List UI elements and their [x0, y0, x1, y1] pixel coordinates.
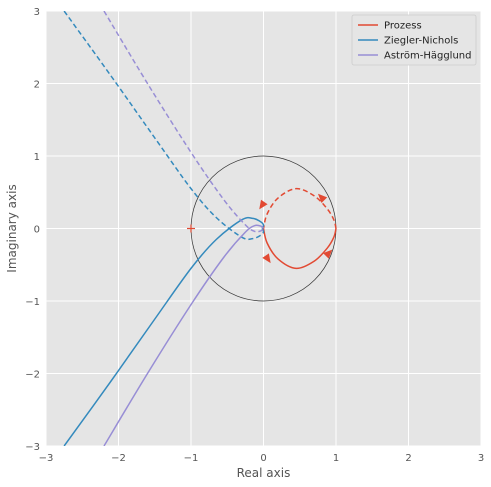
direction-arrow	[259, 199, 268, 210]
y-axis-label: Imaginary axis	[5, 184, 19, 272]
x-tick-label: 3	[478, 453, 484, 464]
legend-label: Aström-Hägglund	[384, 51, 471, 62]
series-layer	[63, 11, 337, 446]
y-tick-label: 0	[34, 225, 40, 236]
y-tick-label: 2	[34, 80, 40, 91]
y-tick-label: −1	[25, 297, 40, 308]
direction-arrow	[323, 249, 333, 259]
series-line-0	[262, 228, 337, 270]
direction-arrow	[262, 253, 271, 264]
series-line-4	[103, 224, 265, 446]
y-tick-label: 1	[34, 152, 40, 163]
y-tick-label: −3	[25, 442, 40, 453]
critical-point-marker	[187, 224, 195, 233]
legend: Prozess Ziegler-Nichols Aström-Hägglund	[351, 14, 477, 66]
tick-labels: −3 −2 −1 0 1 2 3 −3 −2 −1 0 1 2 3	[25, 7, 484, 464]
legend-label: Ziegler-Nichols	[384, 36, 458, 47]
x-tick-label: 2	[405, 453, 411, 464]
series-line-5	[103, 11, 265, 233]
direction-arrow	[317, 193, 328, 203]
x-tick-label: 1	[333, 453, 339, 464]
legend-box	[351, 14, 477, 66]
x-tick-label: −3	[39, 453, 54, 464]
x-tick-label: −2	[111, 453, 126, 464]
legend-label: Prozess	[384, 21, 422, 32]
series-line-1	[262, 187, 337, 229]
x-tick-label: −1	[184, 453, 199, 464]
x-tick-label: 0	[260, 453, 266, 464]
series-line-2	[63, 216, 265, 446]
x-axis-label: Real axis	[237, 466, 291, 480]
y-tick-label: 3	[34, 7, 40, 18]
y-tick-label: −2	[25, 370, 40, 381]
